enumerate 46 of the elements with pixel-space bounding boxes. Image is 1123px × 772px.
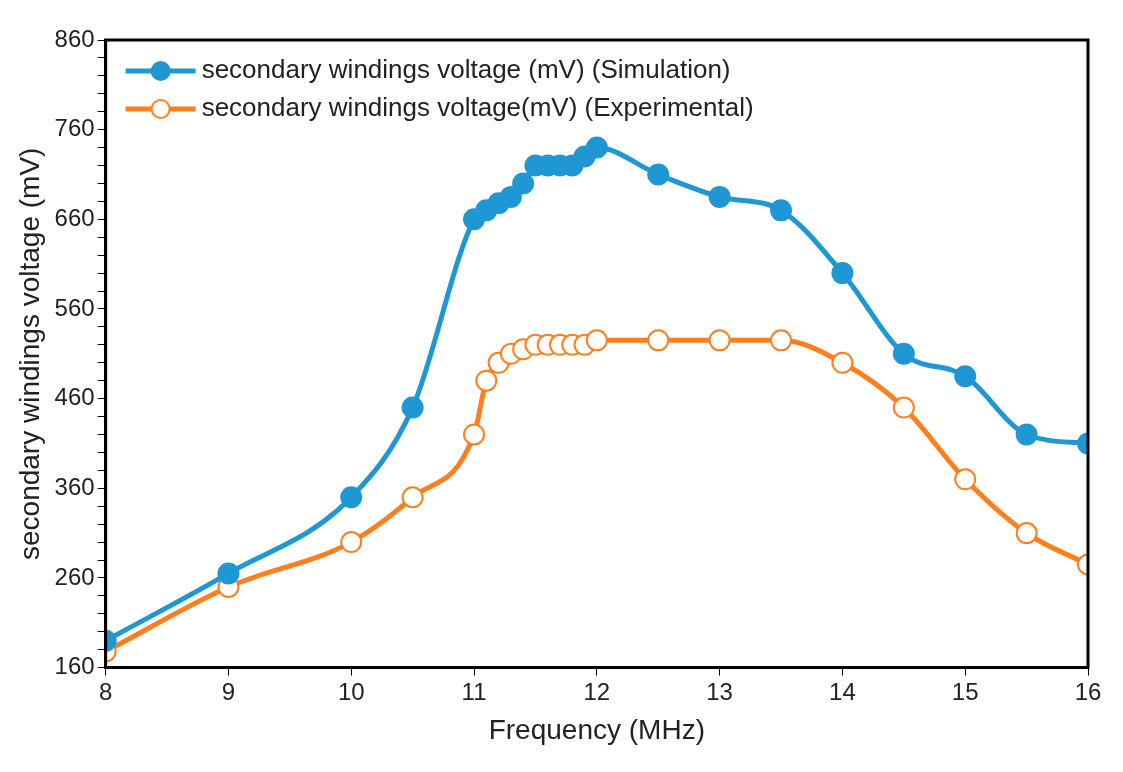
point (463, 423, 486, 446)
point (770, 329, 793, 352)
point (708, 185, 731, 208)
legend-label: secondary windings voltage(mV) (Experimental) (201, 92, 754, 123)
point (340, 531, 363, 554)
point (831, 351, 854, 374)
point (954, 468, 977, 491)
x-tick-label: 15 (951, 677, 979, 705)
x-tick-label: 8 (98, 677, 113, 705)
y-tick-label: 160 (54, 652, 95, 680)
point (499, 185, 522, 208)
point (585, 136, 608, 159)
point (401, 396, 424, 419)
point (1015, 522, 1038, 545)
x-tick-label: 9 (221, 677, 236, 705)
point (954, 365, 977, 388)
point (1015, 423, 1038, 446)
point (708, 329, 731, 352)
x-tick-label: 12 (583, 677, 611, 705)
point (217, 562, 240, 585)
x-tick-label: 14 (829, 677, 856, 705)
y-tick-label: 860 (54, 24, 95, 52)
x-tick-label: 10 (337, 677, 365, 705)
y-axis-title: secondary windings voltage (mV) (13, 147, 45, 561)
point (770, 199, 793, 222)
point (831, 262, 854, 285)
point (647, 329, 670, 352)
legend-label: secondary windings voltage (mV) (Simulation) (201, 54, 731, 85)
y-tick-label: 760 (54, 114, 95, 142)
y-tick-label: 360 (54, 472, 95, 500)
point (892, 342, 915, 365)
y-tick-label: 560 (54, 293, 95, 321)
x-tick-label: 16 (1074, 677, 1102, 705)
x-tick-label: 11 (461, 677, 487, 705)
y-tick-label: 460 (54, 383, 95, 411)
point (585, 329, 608, 352)
point (340, 486, 363, 509)
point (475, 369, 498, 392)
point (512, 172, 535, 195)
x-axis-title: Frequency (MHz) (488, 713, 705, 745)
y-tick-label: 660 (54, 203, 95, 231)
x-tick-label: 13 (706, 677, 733, 705)
point (401, 486, 424, 509)
point (892, 396, 915, 419)
y-tick-label: 260 (54, 562, 95, 590)
point (647, 163, 670, 186)
